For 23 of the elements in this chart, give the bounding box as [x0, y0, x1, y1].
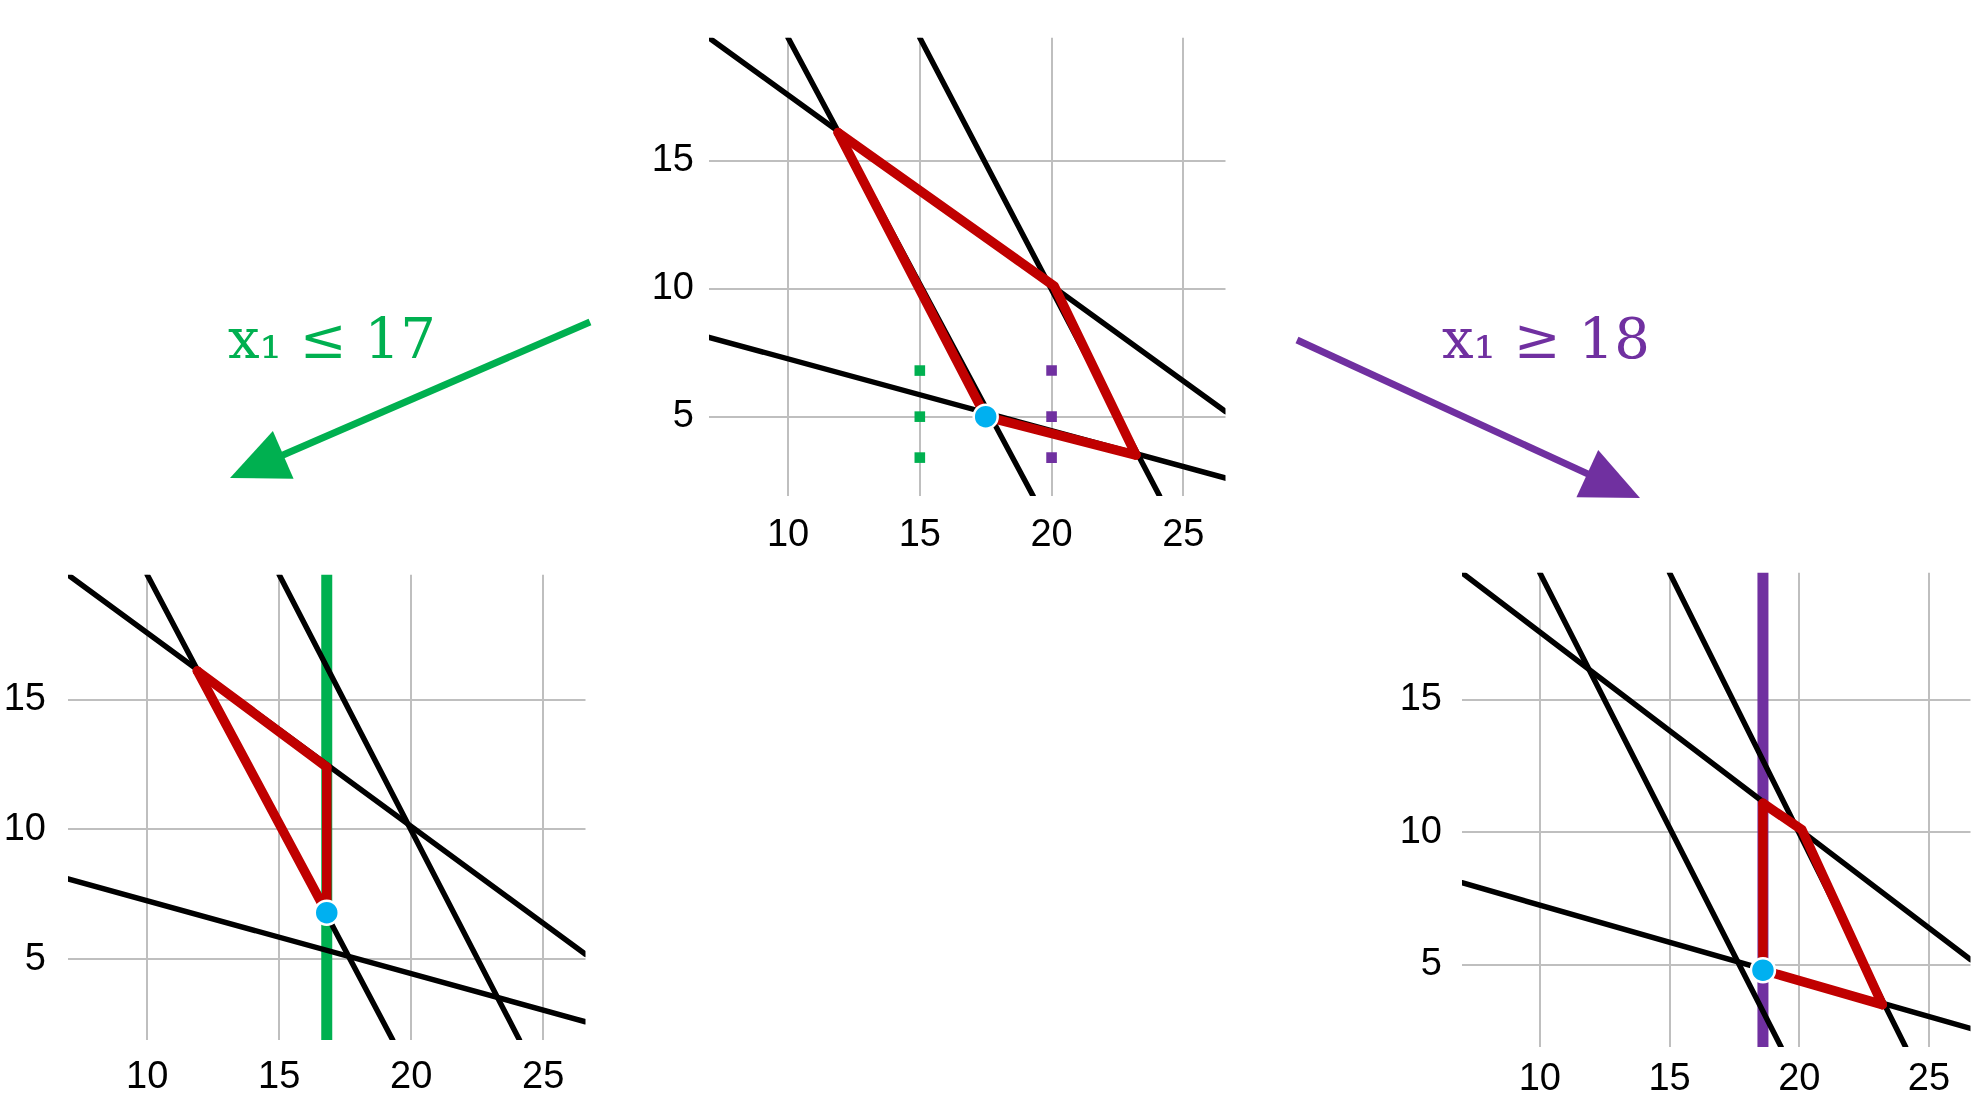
x-tick-label: 15	[1648, 1056, 1691, 1098]
x-tick-label: 15	[898, 512, 941, 555]
text: x₁ ≥ 18	[1442, 306, 1650, 371]
x-tick-label: 25	[1907, 1056, 1951, 1098]
x-tick-label: 25	[522, 1054, 565, 1097]
text: x₁ ≤ 17	[228, 306, 436, 371]
y-tick-label: 15	[3, 676, 46, 719]
x-tick-label: 10	[766, 512, 810, 555]
y-tick-label: 10	[3, 805, 46, 848]
x-tick-label: 20	[1778, 1056, 1821, 1098]
x-tick-label: 20	[1030, 512, 1073, 555]
y-tick-label: 15	[651, 137, 694, 180]
y-tick-label: 5	[24, 935, 46, 978]
y-tick-label: 5	[1420, 941, 1442, 984]
y-tick-label: 10	[1399, 808, 1442, 851]
y-tick-label: 5	[672, 393, 694, 436]
x-tick-label: 10	[126, 1054, 169, 1097]
x-tick-label: 20	[390, 1054, 433, 1097]
y-tick-label: 15	[1399, 676, 1442, 719]
y-tick-label: 10	[651, 265, 694, 308]
x-tick-label: 10	[1518, 1056, 1561, 1098]
x-tick-label: 25	[1162, 512, 1205, 555]
x-tick-label: 15	[258, 1054, 301, 1097]
